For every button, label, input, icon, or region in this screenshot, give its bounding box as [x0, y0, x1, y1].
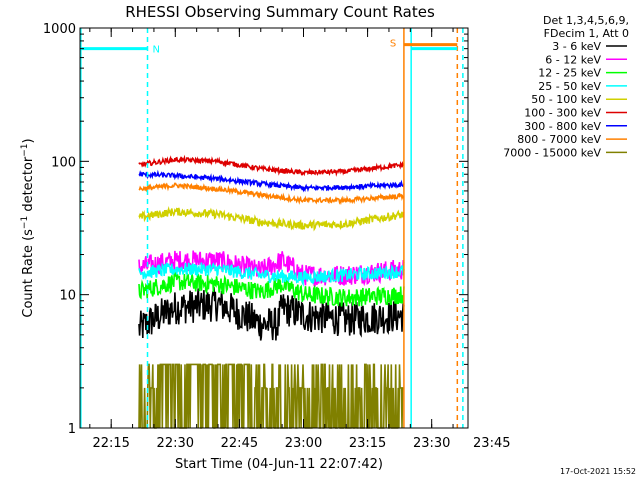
- x-tick-label: 23:00: [285, 436, 322, 451]
- x-tick-label: 23:15: [349, 436, 386, 451]
- series-line: [138, 154, 405, 177]
- legend-entry: 3 - 6 keV: [552, 40, 601, 53]
- axes: 1 10 100 1000 22:15 22:30 22:45 23:00 23:15 23:30…: [43, 22, 511, 451]
- series-12-25kev: [138, 271, 405, 307]
- legend-entry: 300 - 800 keV: [524, 120, 601, 133]
- y-tick-label: 100: [51, 155, 76, 170]
- series-25-50kev: [138, 262, 405, 287]
- legend-entry: 100 - 300 keV: [524, 107, 601, 120]
- legend-entry: 12 - 25 keV: [538, 67, 601, 80]
- x-tick-label: 22:30: [157, 436, 194, 451]
- series-3-6kev: [138, 287, 405, 341]
- x-tick-label: 22:15: [92, 436, 129, 451]
- series-line: [138, 182, 405, 206]
- chart-title: RHESSI Observing Summary Count Rates: [125, 3, 435, 21]
- legend: Det 1,3,4,5,6,9,FDecim 1, Att 03 - 6 keV…: [503, 14, 629, 159]
- legend-header: Det 1,3,4,5,6,9,: [543, 14, 629, 27]
- legend-header: FDecim 1, Att 0: [544, 27, 629, 40]
- y-tick-label: 1: [68, 422, 76, 437]
- annotation-label-n: N: [153, 45, 160, 56]
- legend-entry: 6 - 12 keV: [545, 53, 601, 66]
- series-line: [138, 169, 405, 193]
- x-tick-label: 23:30: [413, 436, 450, 451]
- series-100-300kev: [138, 154, 405, 177]
- legend-entry: 7000 - 15000 keV: [503, 146, 601, 159]
- legend-entry: 50 - 100 keV: [531, 93, 601, 106]
- legend-entry: 800 - 7000 keV: [517, 133, 601, 146]
- annotation-label-s: S: [390, 39, 396, 50]
- y-axis-label: Count Rate (s−1 detector−1): [20, 138, 36, 317]
- series-800-7000kev: [138, 182, 405, 206]
- plot-frame: [79, 27, 469, 429]
- series-50-100kev: [138, 206, 405, 232]
- x-tick-label: 23:45: [473, 436, 510, 451]
- series-300-800kev: [138, 169, 405, 193]
- legend-entry: 25 - 50 keV: [538, 80, 601, 93]
- y-tick-label: 1000: [43, 22, 76, 37]
- series-line: [138, 271, 405, 307]
- x-axis-label: Start Time (04-Jun-11 22:07:42): [175, 457, 383, 472]
- series-line: [138, 206, 405, 232]
- x-tick-label: 22:45: [221, 436, 258, 451]
- series-line: [138, 363, 404, 429]
- y-tick-label: 10: [59, 289, 76, 304]
- series-line: [138, 262, 405, 287]
- series-7000-15000kev: [138, 363, 404, 429]
- series-line: [138, 287, 405, 341]
- timestamp: 17-Oct-2021 15:52: [560, 467, 636, 476]
